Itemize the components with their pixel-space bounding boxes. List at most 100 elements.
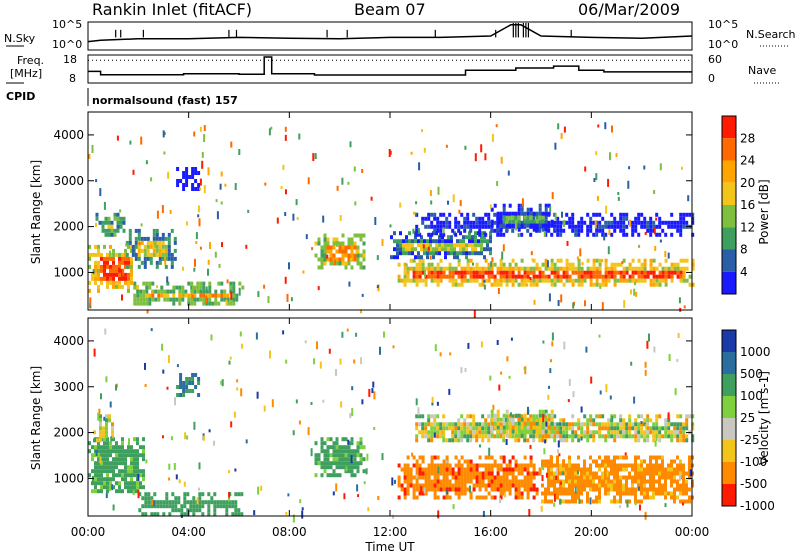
heatmap-cell	[118, 252, 121, 257]
heatmap-speckle	[322, 399, 325, 403]
colorbar-swatch	[722, 249, 736, 272]
heatmap-cell	[577, 282, 581, 287]
heatmap-cell	[613, 274, 617, 279]
heatmap-speckle	[256, 391, 259, 399]
heatmap-speckle	[547, 394, 550, 400]
heatmap-cell	[475, 422, 479, 427]
heatmap-cell	[237, 512, 241, 517]
heatmap-speckle	[674, 388, 677, 396]
heatmap-cell	[347, 241, 351, 246]
heatmap-speckle	[240, 388, 243, 397]
heatmap-speckle	[421, 129, 423, 133]
heatmap-cell	[538, 278, 542, 283]
heatmap-cell	[314, 241, 318, 246]
heatmap-speckle	[452, 194, 455, 203]
heatmap-cell	[180, 508, 184, 513]
heatmap-cell	[344, 437, 348, 442]
heatmap-cell	[535, 425, 539, 430]
heatmap-speckle	[683, 305, 686, 309]
heatmap-cell	[232, 289, 236, 294]
heatmap-cell	[685, 212, 689, 217]
heatmap-cell	[682, 220, 686, 225]
heatmap-cell	[634, 434, 638, 439]
heatmap-cell	[232, 293, 236, 298]
heatmap-cell	[412, 463, 416, 468]
heatmap-cell	[323, 241, 327, 246]
heatmap-cell	[462, 235, 465, 240]
heatmap-cell	[484, 455, 488, 460]
xtick-label: 08:00	[272, 525, 307, 539]
heatmap-cell	[520, 211, 524, 216]
heatmap-cell	[240, 512, 244, 517]
heatmap-cell	[190, 301, 194, 306]
heatmap-cell	[338, 449, 342, 454]
heatmap-cell	[598, 270, 602, 275]
heatmap-speckle	[132, 169, 135, 175]
heatmap-cell	[529, 429, 533, 434]
heatmap-cell	[631, 274, 635, 279]
heatmap-cell	[490, 487, 494, 492]
heatmap-cell	[429, 243, 432, 248]
heatmap-cell	[598, 224, 602, 229]
heatmap-speckle	[563, 341, 566, 350]
heatmap-cell	[136, 461, 139, 466]
heatmap-cell	[529, 270, 533, 275]
heatmap-cell	[412, 278, 416, 283]
heatmap-cell	[661, 270, 665, 275]
heatmap-cell	[586, 471, 589, 476]
heatmap-cell	[520, 232, 524, 237]
heatmap-cell	[577, 438, 581, 443]
heatmap-cell	[517, 270, 521, 275]
heatmap-cell	[406, 467, 410, 472]
heatmap-cell	[170, 260, 174, 265]
heatmap-speckle	[617, 192, 620, 195]
heatmap-cell	[350, 465, 354, 470]
colorbar-tick: 28	[740, 131, 755, 145]
heatmap-cell	[122, 220, 126, 225]
heatmap-cell	[505, 475, 509, 480]
heatmap-cell	[541, 429, 545, 434]
heatmap-cell	[124, 256, 127, 261]
heatmap-cell	[640, 212, 644, 217]
heatmap-cell	[145, 293, 149, 298]
heatmap-cell	[655, 467, 658, 472]
heatmap-cell	[598, 487, 601, 492]
heatmap-cell	[586, 422, 590, 427]
heatmap-cell	[162, 512, 166, 517]
heatmap-cell	[228, 500, 232, 505]
heatmap-cell	[451, 434, 455, 439]
heatmap-cell	[685, 266, 689, 271]
heatmap-cell	[469, 459, 473, 464]
heatmap-cell	[673, 459, 676, 464]
heatmap-cell	[421, 434, 425, 439]
heatmap-cell	[670, 224, 674, 229]
heatmap-cell	[508, 215, 512, 220]
heatmap-cell	[484, 418, 488, 423]
heatmap-cell	[673, 422, 677, 427]
heatmap-cell	[483, 239, 486, 244]
heatmap-cell	[403, 491, 407, 496]
heatmap-cell	[332, 241, 336, 246]
heatmap-cell	[139, 469, 142, 474]
heatmap-cell	[430, 487, 434, 492]
heatmap-cell	[484, 212, 488, 217]
heatmap-speckle	[601, 259, 604, 263]
heatmap-cell	[487, 463, 491, 468]
heatmap-cell	[565, 475, 568, 480]
heatmap-cell	[415, 278, 419, 283]
heatmap-cell	[490, 413, 494, 418]
heatmap-cell	[535, 421, 539, 426]
heatmap-speckle	[164, 256, 167, 265]
heatmap-speckle	[350, 455, 353, 464]
heatmap-cell	[673, 479, 676, 484]
heatmap-cell	[511, 274, 515, 279]
heatmap-cell	[670, 434, 674, 439]
heatmap-cell	[133, 469, 136, 474]
heatmap-cell	[523, 455, 527, 460]
heatmap-cell	[424, 467, 428, 472]
heatmap-cell	[444, 247, 447, 252]
heatmap-cell	[484, 278, 488, 283]
heatmap-cell	[559, 418, 563, 423]
heatmap-cell	[496, 471, 500, 476]
